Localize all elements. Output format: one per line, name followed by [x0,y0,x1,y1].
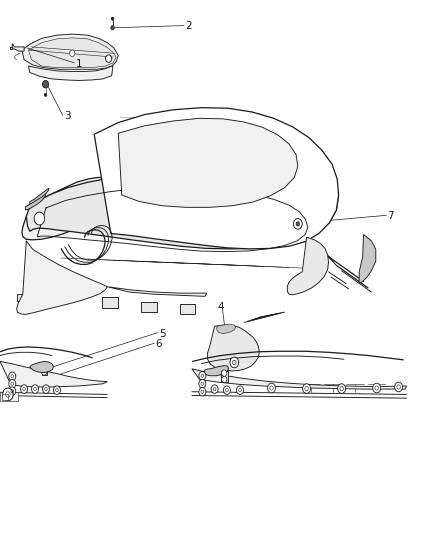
Polygon shape [26,175,312,249]
Text: 6: 6 [155,340,162,349]
Circle shape [296,222,300,226]
Circle shape [42,80,49,88]
Circle shape [293,219,302,229]
Polygon shape [22,177,118,240]
FancyBboxPatch shape [141,302,157,312]
Circle shape [42,362,47,368]
Circle shape [199,372,206,380]
Polygon shape [30,188,49,204]
Polygon shape [118,118,298,207]
Circle shape [3,388,13,401]
Polygon shape [221,371,228,382]
Circle shape [21,385,28,393]
Polygon shape [17,241,107,314]
Polygon shape [42,364,47,375]
Circle shape [373,383,381,393]
Circle shape [338,384,346,393]
Polygon shape [0,361,107,387]
FancyBboxPatch shape [2,394,8,400]
Polygon shape [359,235,376,284]
FancyBboxPatch shape [17,305,25,312]
Circle shape [9,372,16,381]
Circle shape [199,379,206,388]
Circle shape [237,386,244,394]
Circle shape [222,376,227,383]
Circle shape [303,384,311,393]
Polygon shape [28,66,113,80]
FancyBboxPatch shape [0,392,18,401]
Polygon shape [204,366,229,376]
Circle shape [53,386,60,394]
Polygon shape [28,38,116,68]
FancyBboxPatch shape [17,294,26,301]
Polygon shape [30,361,53,373]
Circle shape [106,55,112,62]
Circle shape [44,93,47,96]
Circle shape [223,386,230,394]
FancyBboxPatch shape [180,304,195,314]
Circle shape [34,212,45,225]
FancyBboxPatch shape [102,297,118,308]
Circle shape [211,385,218,393]
Polygon shape [25,193,46,210]
Text: 2: 2 [185,21,192,30]
Text: 7: 7 [387,212,394,221]
Circle shape [222,370,227,376]
Circle shape [111,17,114,20]
Circle shape [199,387,206,396]
Circle shape [9,379,16,388]
Polygon shape [208,325,259,371]
Polygon shape [287,237,328,295]
Text: 3: 3 [64,111,71,121]
Polygon shape [12,44,24,51]
Polygon shape [94,108,339,249]
Circle shape [9,387,16,395]
Circle shape [230,357,239,368]
Text: 5: 5 [159,329,166,338]
Circle shape [70,50,75,56]
Polygon shape [22,34,118,69]
Polygon shape [217,324,236,334]
Circle shape [32,385,39,393]
Circle shape [42,369,47,375]
Polygon shape [107,287,207,296]
Circle shape [395,382,403,392]
Text: 4: 4 [218,302,225,312]
Polygon shape [192,369,406,389]
Text: 1: 1 [75,59,82,69]
Circle shape [42,385,49,393]
Circle shape [111,26,114,30]
Circle shape [268,383,276,393]
